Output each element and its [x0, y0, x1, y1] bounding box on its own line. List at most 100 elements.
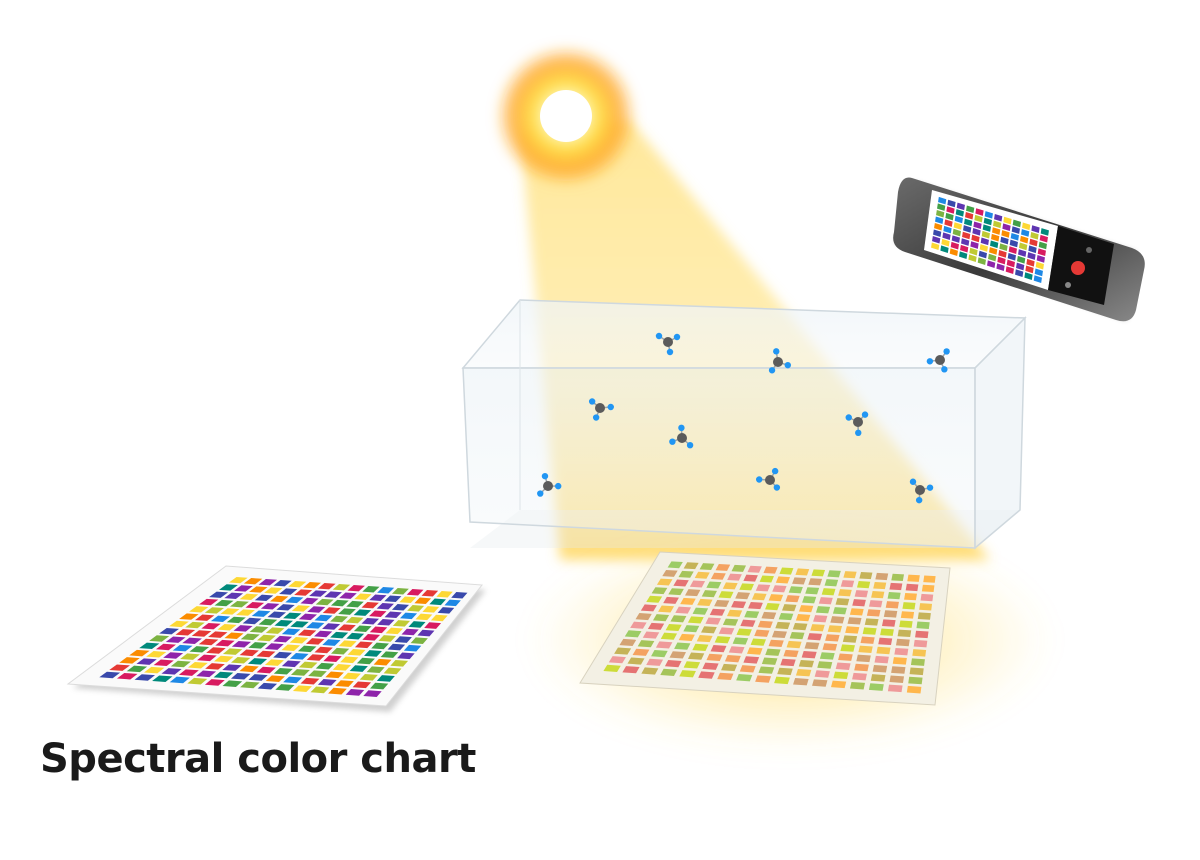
color-swatch	[213, 671, 234, 679]
color-swatch	[1017, 255, 1026, 264]
color-swatch	[669, 651, 686, 659]
color-swatch	[337, 624, 356, 631]
color-swatch	[136, 658, 157, 665]
color-swatch	[134, 674, 156, 681]
color-swatch	[949, 248, 958, 257]
color-swatch	[317, 679, 337, 686]
color-swatch	[952, 228, 961, 237]
color-swatch	[635, 613, 652, 621]
color-swatch	[199, 598, 219, 606]
color-swatch	[698, 671, 715, 679]
color-swatch	[710, 572, 726, 580]
color-swatch	[399, 596, 417, 604]
color-swatch	[838, 653, 853, 661]
color-swatch	[913, 639, 928, 648]
color-swatch	[292, 685, 312, 692]
color-swatch	[208, 631, 228, 638]
color-swatch	[801, 651, 817, 659]
color-swatch	[189, 606, 209, 613]
color-swatch	[366, 666, 385, 674]
color-swatch	[899, 620, 913, 628]
color-swatch	[273, 667, 293, 675]
molecule-icon	[537, 472, 562, 497]
color-swatch	[322, 639, 341, 646]
color-swatch	[673, 579, 689, 587]
color-swatch	[260, 603, 280, 610]
color-swatch	[324, 591, 342, 598]
color-swatch	[731, 600, 747, 609]
color-swatch	[356, 657, 375, 665]
color-swatch	[780, 658, 796, 667]
color-swatch	[755, 584, 771, 592]
color-swatch	[852, 599, 866, 607]
color-swatch	[352, 681, 372, 689]
color-swatch	[885, 601, 899, 609]
color-swatch	[290, 669, 310, 676]
color-swatch	[849, 608, 864, 616]
color-swatch	[1040, 228, 1049, 236]
color-swatch	[862, 627, 877, 635]
color-swatch	[189, 646, 210, 653]
color-swatch	[239, 649, 259, 657]
color-swatch	[965, 212, 974, 220]
color-swatch	[822, 643, 838, 651]
color-swatch	[637, 640, 655, 648]
color-swatch	[982, 224, 991, 232]
color-swatch	[436, 591, 453, 598]
color-swatch	[891, 666, 906, 674]
color-swatch	[185, 621, 205, 629]
color-swatch	[739, 665, 756, 673]
color-swatch	[945, 212, 954, 221]
color-swatch	[735, 592, 751, 600]
color-swatch	[931, 242, 940, 251]
color-swatch	[740, 619, 756, 627]
color-swatch	[306, 654, 326, 661]
color-swatch	[291, 605, 311, 612]
color-swatch	[972, 228, 981, 236]
color-swatch	[247, 658, 268, 665]
color-swatch	[775, 576, 791, 584]
color-swatch	[172, 644, 193, 652]
color-swatch	[410, 637, 428, 644]
color-swatch	[830, 616, 845, 624]
color-swatch	[294, 589, 313, 596]
color-swatch	[845, 626, 860, 634]
color-swatch	[988, 253, 997, 262]
color-swatch	[234, 585, 253, 592]
color-swatch	[1019, 242, 1028, 251]
color-swatch	[345, 689, 365, 696]
color-swatch	[1005, 266, 1014, 275]
color-swatch	[817, 661, 833, 669]
color-swatch	[717, 672, 734, 681]
color-swatch	[256, 666, 276, 674]
color-swatch	[229, 600, 249, 608]
color-swatch	[706, 653, 723, 662]
color-swatch	[283, 612, 302, 620]
color-swatch	[692, 643, 709, 651]
color-swatch	[187, 677, 208, 685]
color-swatch	[805, 587, 820, 595]
color-swatch	[397, 652, 415, 660]
color-swatch	[915, 630, 929, 639]
color-swatch	[315, 662, 335, 670]
color-swatch	[383, 667, 402, 675]
color-swatch	[651, 587, 668, 595]
color-swatch	[900, 611, 915, 619]
color-swatch	[750, 638, 767, 646]
color-swatch	[414, 597, 432, 605]
color-swatch	[210, 615, 231, 623]
reference-color-chart	[66, 565, 486, 712]
color-swatch	[964, 218, 973, 227]
color-swatch	[692, 607, 709, 615]
molecule-icons	[537, 332, 950, 504]
color-swatch	[300, 677, 320, 685]
color-swatch	[998, 250, 1007, 258]
color-swatch	[335, 680, 354, 687]
color-swatch	[689, 580, 706, 588]
color-swatch	[873, 581, 887, 590]
color-swatch	[421, 590, 439, 597]
color-swatch	[298, 661, 318, 669]
color-swatch	[970, 241, 979, 249]
color-swatch	[992, 227, 1001, 235]
color-swatch	[1001, 230, 1010, 238]
